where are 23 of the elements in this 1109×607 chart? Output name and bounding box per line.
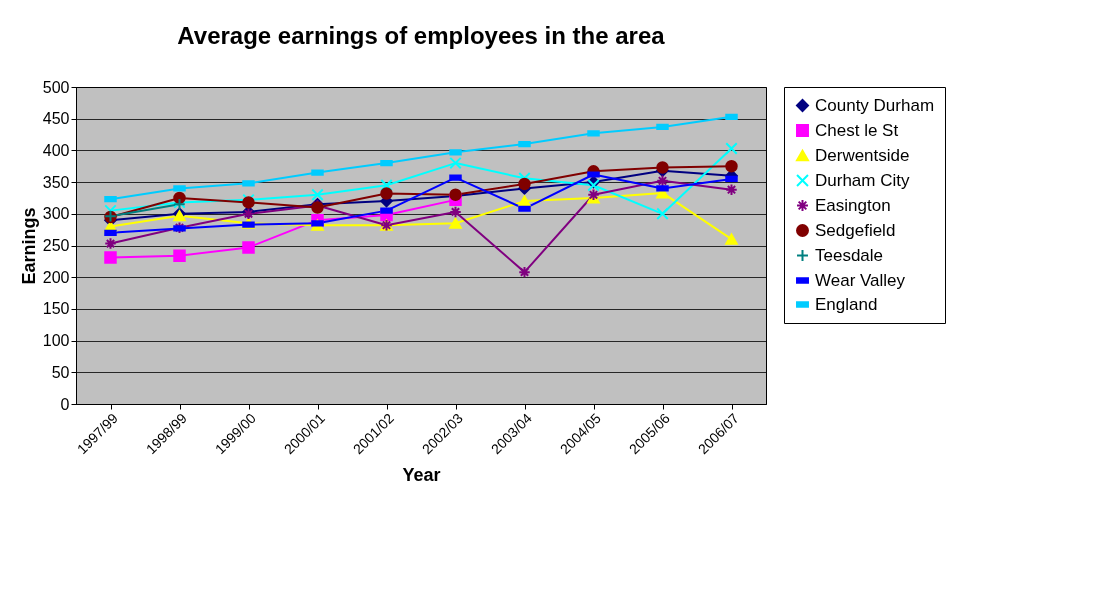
x-axis-title: Year bbox=[402, 465, 441, 486]
legend-label: Derwentside bbox=[815, 145, 910, 165]
y-tick-label: 50 bbox=[51, 363, 70, 381]
legend-label: Durham City bbox=[815, 170, 910, 190]
legend-label: Easington bbox=[815, 195, 891, 215]
legend-label: Wear Valley bbox=[815, 270, 906, 290]
y-tick-label: 250 bbox=[42, 237, 70, 254]
y-tick-label: 300 bbox=[42, 205, 70, 223]
y-axis-title: Earnings bbox=[18, 207, 39, 285]
legend-label: Chest le St bbox=[815, 120, 899, 140]
y-tick-label: 500 bbox=[42, 78, 70, 96]
y-tick-label: 350 bbox=[42, 173, 70, 191]
y-tick-label: 200 bbox=[42, 268, 70, 286]
legend-label: England bbox=[815, 294, 878, 314]
y-tick-label: 100 bbox=[42, 332, 70, 350]
y-tick-label: 450 bbox=[42, 110, 70, 128]
y-tick-label: 150 bbox=[42, 300, 70, 318]
y-tick-label: 400 bbox=[42, 141, 70, 159]
legend-label: Sedgefield bbox=[815, 220, 896, 240]
chart-title: Average earnings of employees in the area bbox=[177, 22, 666, 49]
legend-label: County Durham bbox=[815, 95, 935, 115]
y-tick-label: 0 bbox=[60, 395, 70, 413]
legend-label: Teesdale bbox=[815, 245, 884, 265]
